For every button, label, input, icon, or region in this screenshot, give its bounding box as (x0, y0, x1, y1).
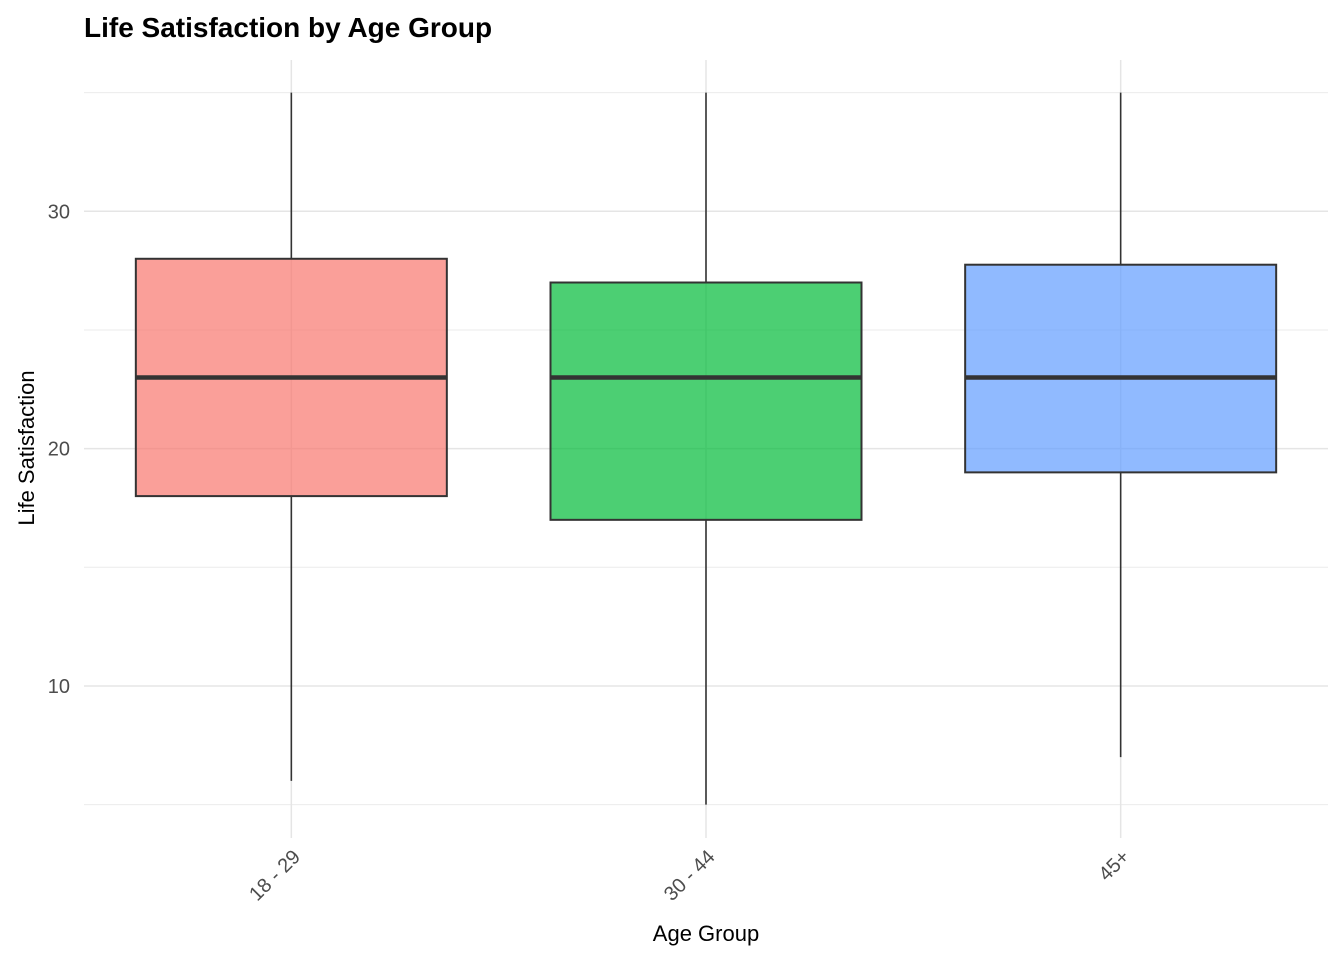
x-axis-ticks: 18 - 29 30 - 44 45+ (245, 846, 1134, 906)
y-axis-ticks: 10 20 30 (48, 201, 70, 698)
y-tick-label: 10 (48, 676, 70, 698)
box-0 (134, 92, 448, 781)
box-2 (964, 92, 1278, 758)
x-axis-title: Age Group (653, 921, 759, 946)
y-tick-label: 30 (48, 201, 70, 223)
box-body (549, 281, 863, 521)
x-tick-label: 45+ (1095, 846, 1135, 886)
boxes (134, 92, 1278, 805)
box-1 (549, 92, 863, 805)
y-tick-label: 20 (48, 439, 70, 461)
box-body (964, 263, 1278, 474)
x-tick-label: 30 - 44 (660, 846, 720, 906)
y-axis-title: Life Satisfaction (14, 370, 39, 525)
x-tick-label: 18 - 29 (245, 846, 305, 906)
chart-title: Life Satisfaction by Age Group (84, 12, 492, 43)
